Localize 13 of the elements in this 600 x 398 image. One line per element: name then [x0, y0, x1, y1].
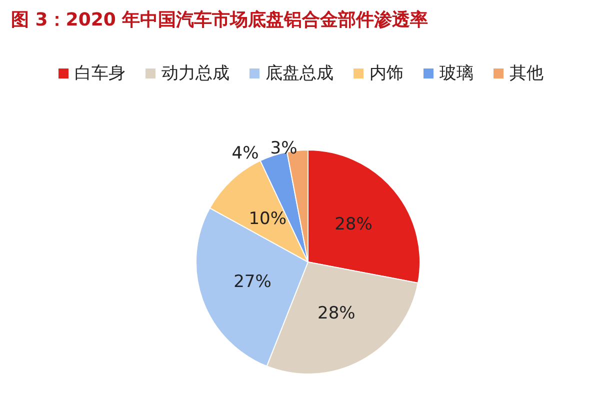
data-label: 4% [232, 144, 259, 164]
legend-label: 内饰 [370, 64, 404, 84]
data-label: 28% [318, 304, 356, 324]
data-label: 28% [334, 214, 372, 234]
data-label: 3% [270, 138, 298, 159]
chart-title: 图 3：2020 年中国汽车市场底盘铝合金部件渗透率 [11, 10, 428, 30]
data-label: 27% [234, 272, 272, 292]
legend-label: 底盘总成 [266, 64, 334, 84]
legend-label: 玻璃 [440, 64, 474, 84]
legend-label: 其他 [510, 64, 544, 84]
data-label: 10% [248, 208, 287, 229]
legend-label: 白车身 [74, 64, 126, 84]
legend-label: 动力总成 [162, 64, 230, 84]
